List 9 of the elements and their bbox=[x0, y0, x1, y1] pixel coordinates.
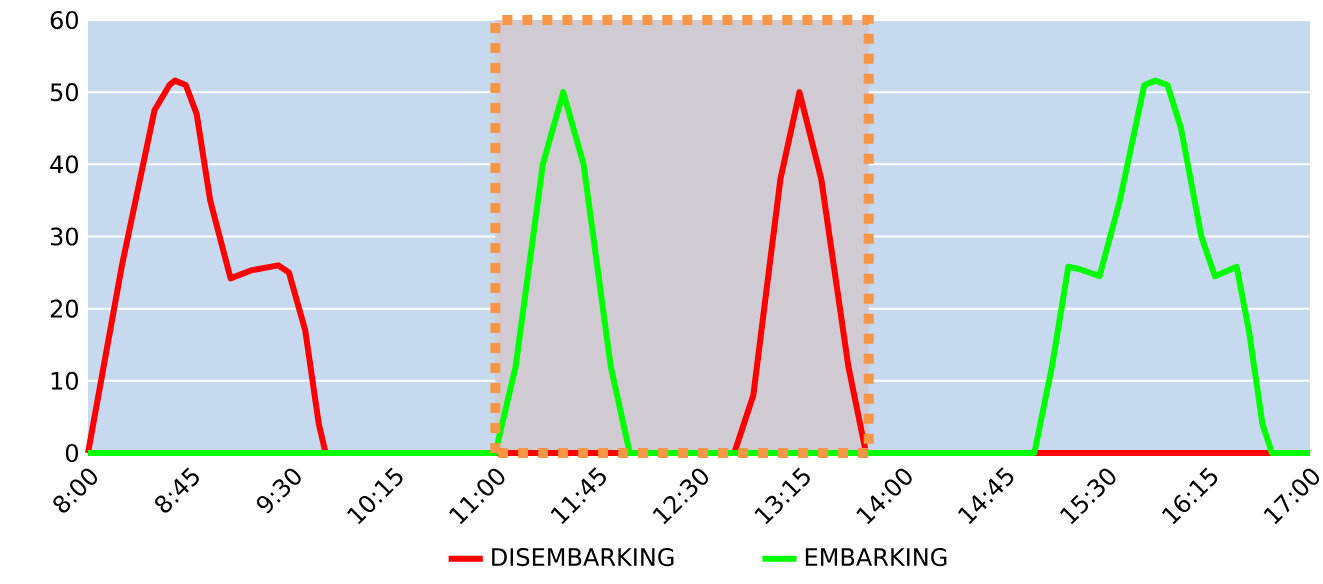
y-tick-label: 30 bbox=[50, 227, 78, 246]
y-tick-label: 60 bbox=[50, 10, 78, 30]
legend-label: EMBARKING bbox=[805, 548, 947, 567]
y-tick-label: 10 bbox=[51, 371, 78, 390]
y-tick-label: 20 bbox=[50, 299, 78, 318]
y-tick-label: 40 bbox=[50, 155, 78, 174]
y-tick-label: 50 bbox=[50, 83, 78, 102]
y-tick-label: 0 bbox=[65, 443, 79, 463]
legend-label: DISEMBARKING bbox=[492, 548, 674, 567]
